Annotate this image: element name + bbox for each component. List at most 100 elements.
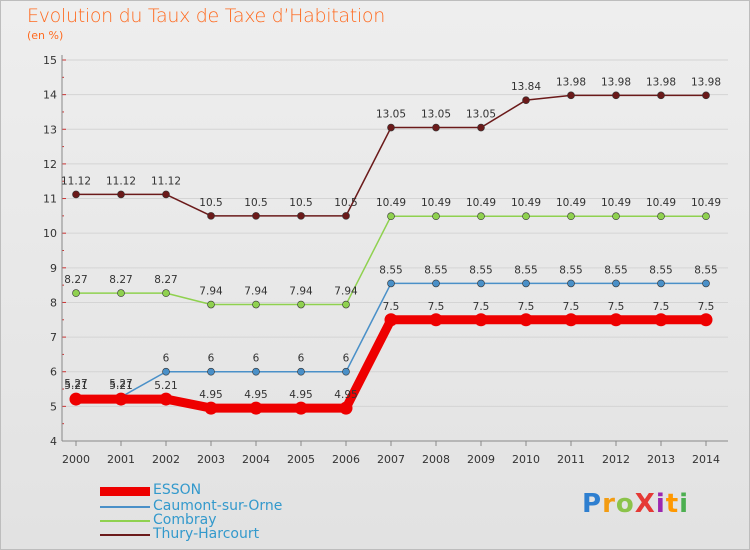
data-label: 10.49 — [466, 197, 496, 209]
data-label: 6 — [343, 353, 350, 365]
x-tick-label: 2014 — [692, 453, 720, 466]
data-label: 4.95 — [199, 389, 222, 401]
data-point — [117, 190, 125, 199]
data-label: 13.05 — [466, 109, 496, 121]
data-label: 5.27 — [109, 378, 132, 390]
data-label: 6 — [253, 353, 260, 365]
data-point — [384, 313, 398, 327]
series-layer — [69, 91, 713, 415]
data-point — [567, 279, 575, 288]
x-tick-label: 2004 — [242, 453, 270, 466]
data-label: 10.5 — [244, 197, 267, 209]
data-label: 7.5 — [428, 301, 445, 313]
data-label: 4.95 — [244, 389, 267, 401]
data-point — [297, 212, 305, 220]
data-label: 7.5 — [608, 301, 625, 313]
data-label: 8.55 — [469, 264, 492, 276]
data-label: 10.49 — [646, 197, 676, 209]
data-label: 7.94 — [334, 286, 358, 298]
data-label: 8.55 — [694, 264, 717, 276]
data-label: 8.55 — [424, 264, 447, 276]
data-point — [72, 190, 80, 199]
y-tick-label: 5 — [50, 400, 57, 413]
unit-label: (en %) — [27, 29, 64, 42]
y-tick-label: 6 — [50, 366, 57, 379]
data-label: 13.98 — [691, 76, 721, 88]
data-label: 8.55 — [559, 264, 582, 276]
data-point — [204, 401, 218, 415]
x-tick-label: 2002 — [152, 453, 180, 466]
data-label: 10.5 — [334, 197, 357, 209]
data-label: 13.05 — [421, 109, 451, 121]
data-label: 7.94 — [199, 286, 223, 298]
data-point — [252, 367, 260, 376]
data-point — [207, 300, 215, 309]
y-tick-label: 15 — [43, 54, 57, 67]
series-line-combray — [76, 215, 706, 306]
data-label: 5.21 — [64, 380, 87, 392]
data-point — [564, 313, 578, 327]
grid — [62, 59, 728, 442]
legend-label-esson: ESSON — [153, 482, 202, 498]
logo-letter: P — [582, 489, 603, 519]
data-point — [702, 91, 710, 100]
x-tick-label: 2006 — [332, 453, 360, 466]
data-label: 10.49 — [511, 197, 541, 209]
data-point — [159, 392, 173, 406]
logo-letter: X — [634, 489, 656, 519]
y-tick-label: 13 — [43, 123, 57, 136]
data-point — [72, 289, 80, 297]
data-label: 4.95 — [334, 389, 357, 401]
data-label: 4.95 — [289, 389, 312, 401]
data-label: 7.5 — [473, 301, 490, 313]
x-tick-label: 2013 — [647, 453, 675, 466]
x-tick-label: 2012 — [602, 453, 630, 466]
y-tick-label: 10 — [43, 227, 57, 240]
y-tick-label: 4 — [50, 435, 57, 448]
data-point — [612, 279, 620, 288]
legend-label-caumont: Caumont-sur-Orne — [153, 498, 283, 514]
data-label: 8.55 — [514, 264, 537, 276]
data-label: 6 — [298, 353, 305, 365]
data-point — [387, 279, 395, 288]
x-tick-label: 2010 — [512, 453, 540, 466]
data-point — [612, 212, 620, 221]
axes: 4 5 6 7 8 9 10 11 12 13 14 15 2000 2001 2002 2003 2004 20… — [43, 54, 728, 466]
data-point — [522, 96, 530, 104]
data-label: 7.5 — [653, 301, 670, 313]
data-point — [567, 212, 575, 221]
data-point — [252, 212, 260, 220]
y-tick-label: 8 — [50, 296, 57, 309]
x-tick-label: 2001 — [107, 453, 135, 466]
logo-letter: i — [655, 489, 666, 519]
logo-letter: o — [615, 489, 635, 519]
data-point — [522, 279, 530, 288]
logo-letter: r — [602, 489, 616, 519]
data-point — [657, 212, 665, 221]
y-tick-label: 11 — [43, 193, 57, 206]
data-point — [702, 279, 710, 288]
data-label: 7.5 — [698, 301, 715, 313]
data-label: 8.27 — [154, 274, 177, 286]
legend-label-thury: Thury-Harcourt — [153, 526, 260, 542]
proxiti-logo: ProXiti — [582, 489, 689, 519]
data-label: 13.98 — [556, 76, 586, 88]
chart-title: Evolution du Taux de Taxe d’Habitation — [27, 5, 385, 27]
legend-label-combray: Combray — [153, 512, 217, 528]
data-point — [657, 91, 665, 100]
data-point — [702, 212, 710, 221]
data-label: 10.49 — [691, 197, 721, 209]
data-point — [567, 91, 575, 100]
data-point — [69, 392, 83, 406]
logo-letter: t — [665, 489, 680, 519]
data-label: 11.12 — [106, 175, 136, 187]
data-label: 5.21 — [154, 380, 177, 392]
data-label: 7.5 — [383, 301, 400, 313]
data-point — [294, 401, 308, 415]
data-label: 8.27 — [109, 274, 132, 286]
data-labels: 11.12 11.12 11.12 10.5 10.5 10.5 10.5 13.05 13.0… — [61, 76, 721, 401]
logo-letter: i — [679, 489, 690, 519]
data-point — [339, 401, 353, 415]
data-point — [477, 123, 485, 132]
